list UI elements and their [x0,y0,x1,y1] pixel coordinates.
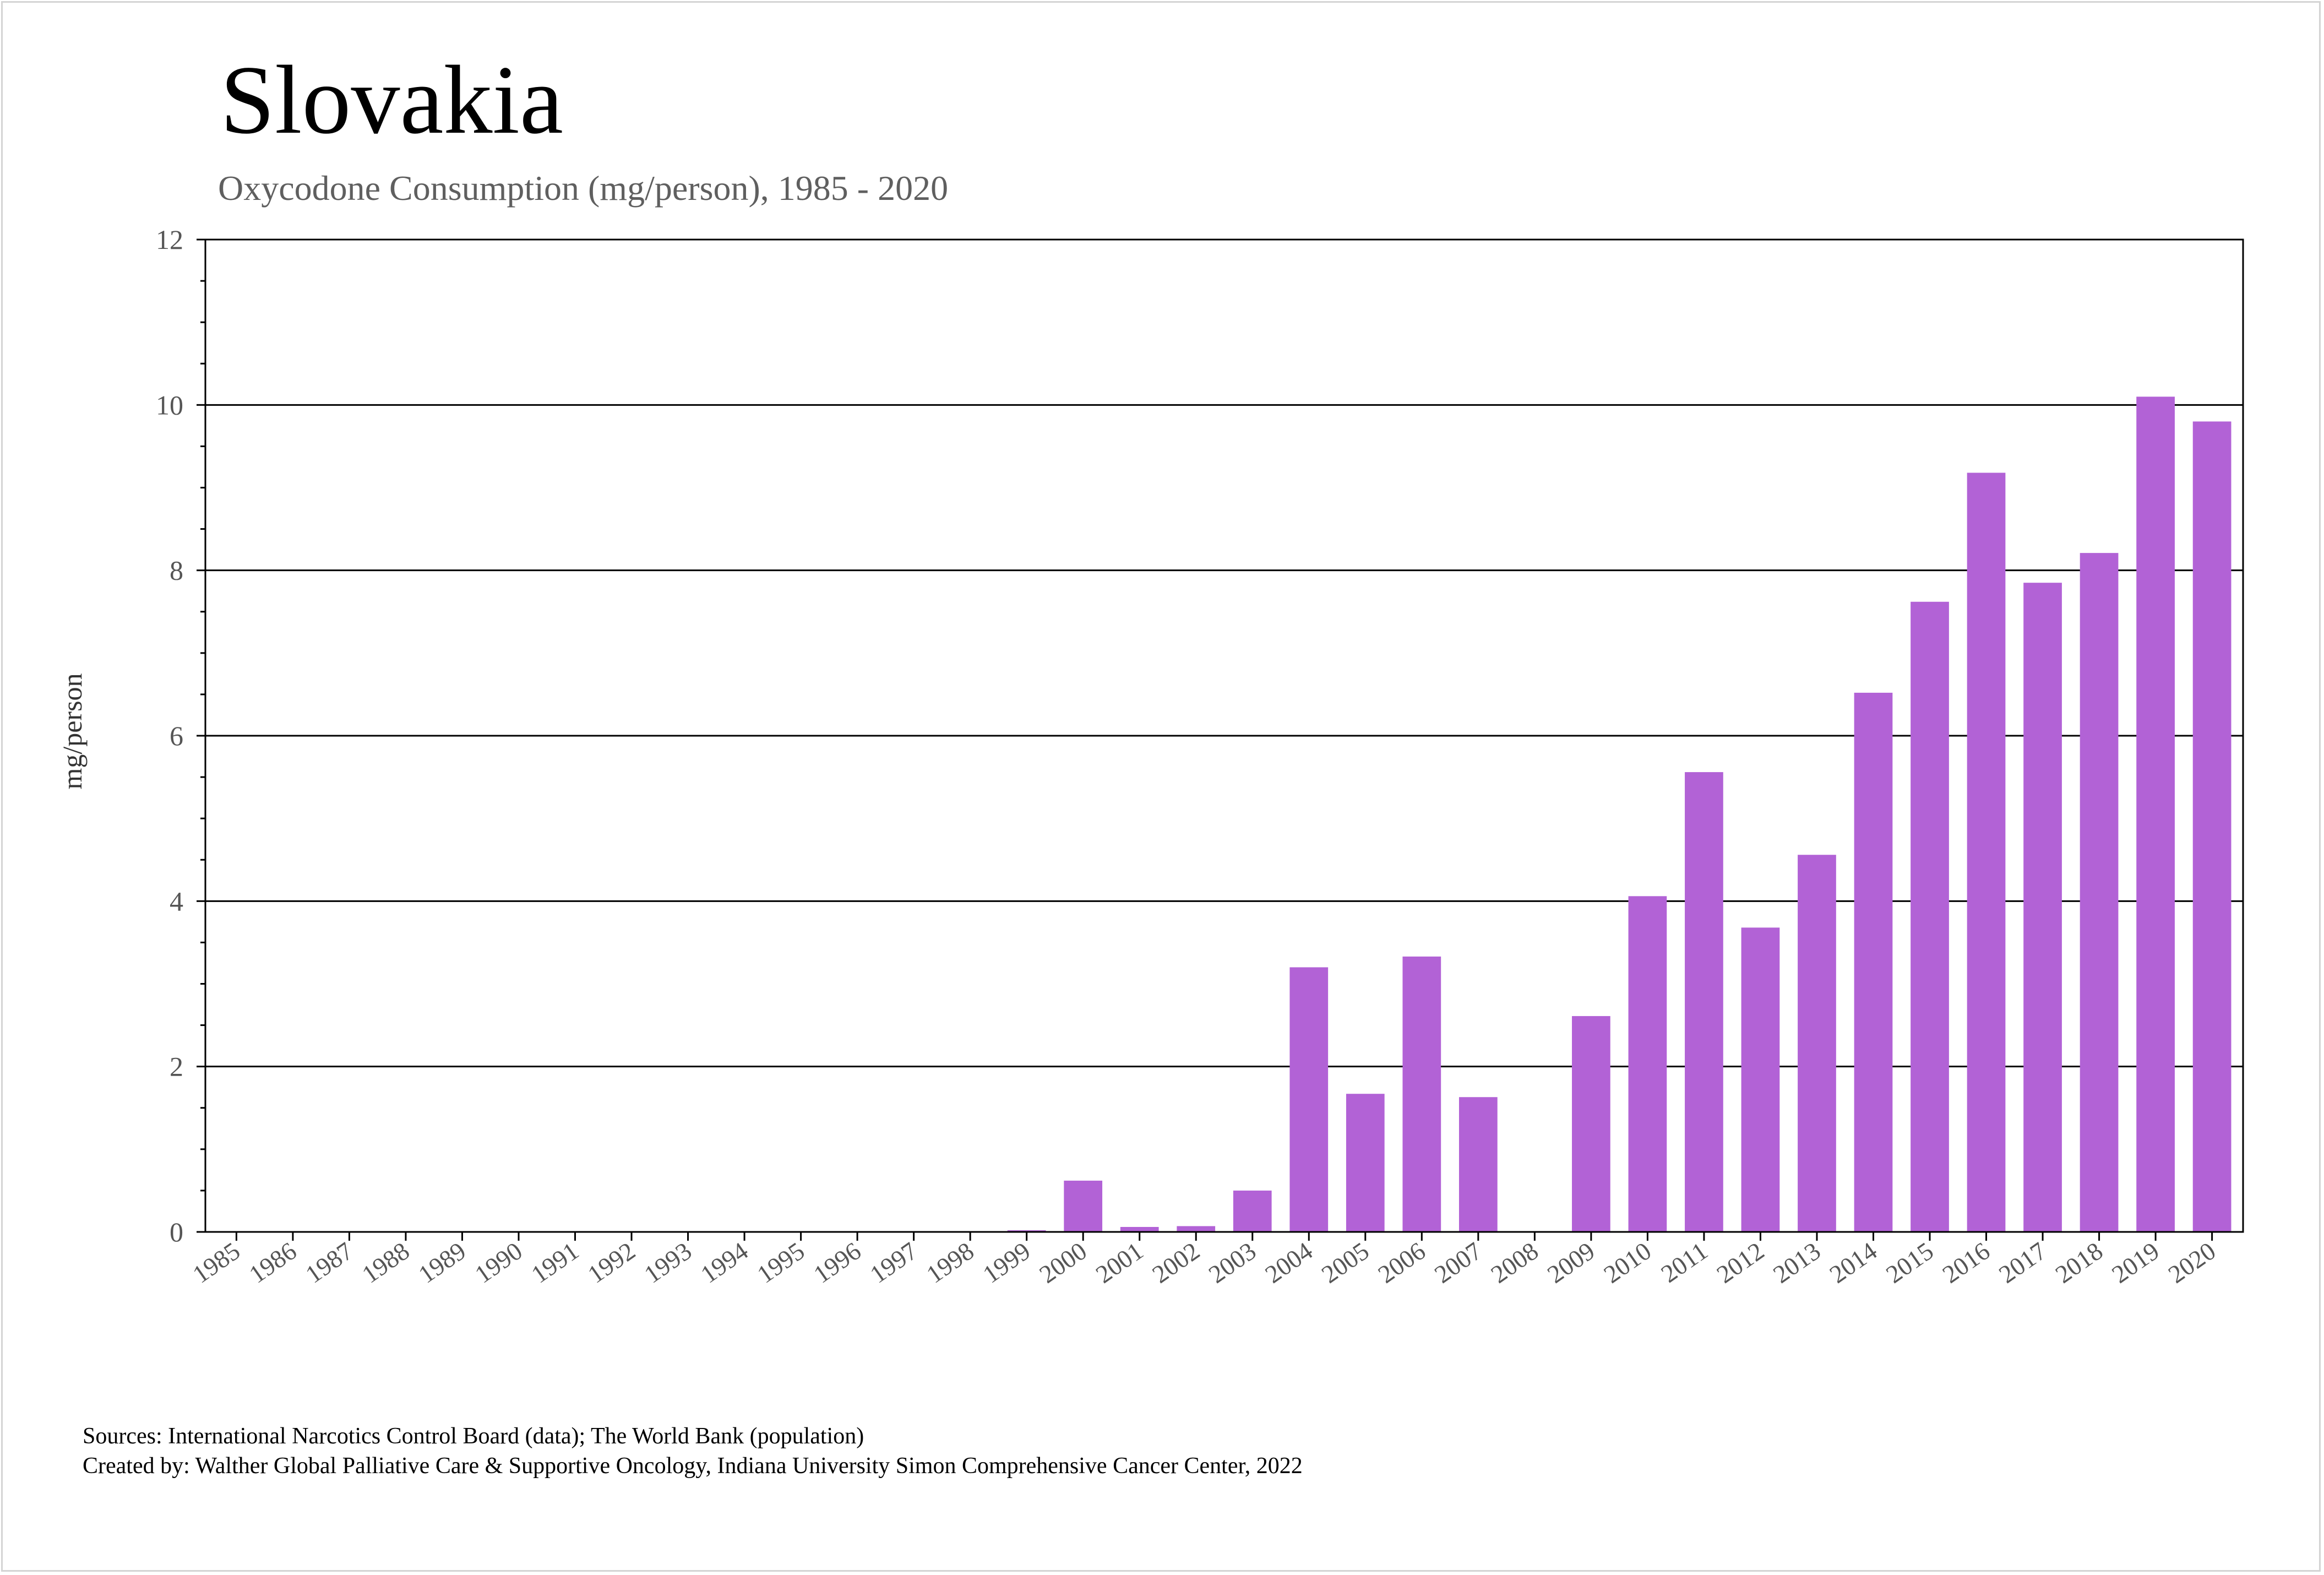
bars [725,397,2232,1232]
axes [197,238,2244,1241]
y-tick-label: 8 [170,555,183,586]
x-tick-label: 2013 [1768,1236,1826,1289]
chart-subtitle: Oxycodone Consumption (mg/person), 1985 … [218,169,949,208]
x-tick-label: 2003 [1204,1236,1261,1289]
bar-2015 [1911,601,1949,1232]
x-tick-label: 2005 [1316,1236,1374,1289]
x-tick-label: 1990 [470,1236,527,1289]
chart-title: Slovakia [220,45,563,154]
bar-2000 [1064,1180,1103,1232]
y-tick-label: 12 [156,224,183,255]
plot-border [204,238,2244,1233]
x-tick-label: 2016 [1937,1236,1995,1289]
x-tick-label: 2015 [1881,1236,1939,1289]
x-tick-label: 2012 [1712,1236,1770,1289]
x-tick-label: 1987 [301,1236,358,1289]
y-tick-label: 4 [170,886,183,916]
x-tick-label: 1993 [639,1236,697,1289]
bar-2011 [1685,772,1723,1232]
bar-2005 [1346,1094,1385,1232]
y-tick-label: 10 [156,389,183,420]
x-tick-label: 2017 [1994,1236,2051,1289]
bar-2012 [1741,927,1780,1232]
bar-2014 [1854,692,1893,1232]
x-tick-label: 2010 [1599,1236,1657,1289]
x-tick-label: 2006 [1373,1236,1430,1289]
footer: Sources: International Narcotics Control… [83,1422,1303,1481]
x-tick-label: 2002 [1147,1236,1205,1289]
bar-1999 [1007,1230,1046,1232]
y-tick-label: 2 [170,1051,183,1082]
credit-note: Created by: Walther Global Palliative Ca… [83,1453,1303,1479]
x-tick-label: 1997 [865,1236,923,1289]
x-tick-label: 1994 [695,1236,753,1289]
x-tick-label: 1991 [526,1236,584,1289]
x-tick-label: 2018 [2050,1236,2108,1289]
bar-2003 [1233,1190,1272,1232]
bar-2007 [1458,1097,1498,1232]
x-tick-label: 2008 [1485,1236,1543,1289]
bar-2004 [1289,967,1329,1232]
bar-2018 [2080,553,2119,1232]
x-tick-label: 1988 [357,1236,415,1289]
x-tick-label: 1996 [808,1236,866,1289]
gridlines [205,404,2243,1068]
x-tick-label: 2014 [1825,1236,1882,1289]
x-tick-label: 2000 [1034,1236,1092,1289]
x-tick-label: 1989 [413,1236,471,1289]
y-tick-label: 0 [170,1216,183,1247]
bar-2013 [1798,855,1836,1232]
bar-2020 [2192,421,2232,1232]
x-tick-label: 2019 [2107,1236,2164,1289]
x-tick-label: 1995 [752,1236,810,1289]
bar-2006 [1402,956,1441,1232]
y-tick-label: 6 [170,720,183,751]
bar-2017 [2023,583,2062,1232]
x-tick-label: 1986 [244,1236,302,1289]
x-tick-label: 2011 [1656,1236,1712,1288]
x-tick-label: 2009 [1542,1236,1600,1289]
bar-2016 [1967,472,2006,1232]
bar-2002 [1177,1226,1216,1232]
sources-note: Sources: International Narcotics Control… [83,1424,864,1449]
x-tick-label: 1985 [188,1236,246,1289]
bar-2001 [1120,1226,1159,1232]
bar-2019 [2136,397,2175,1232]
x-tick-label: 2020 [2163,1236,2221,1289]
x-tick-label: 2007 [1429,1236,1487,1289]
x-tick-label: 1999 [978,1236,1036,1289]
bar-2009 [1572,1016,1610,1232]
x-tick-label: 2001 [1091,1236,1149,1289]
x-tick-label: 2004 [1260,1236,1318,1289]
x-tick-label: 1992 [583,1236,640,1289]
bar-2010 [1628,896,1667,1232]
x-tick-label: 1998 [921,1236,979,1289]
